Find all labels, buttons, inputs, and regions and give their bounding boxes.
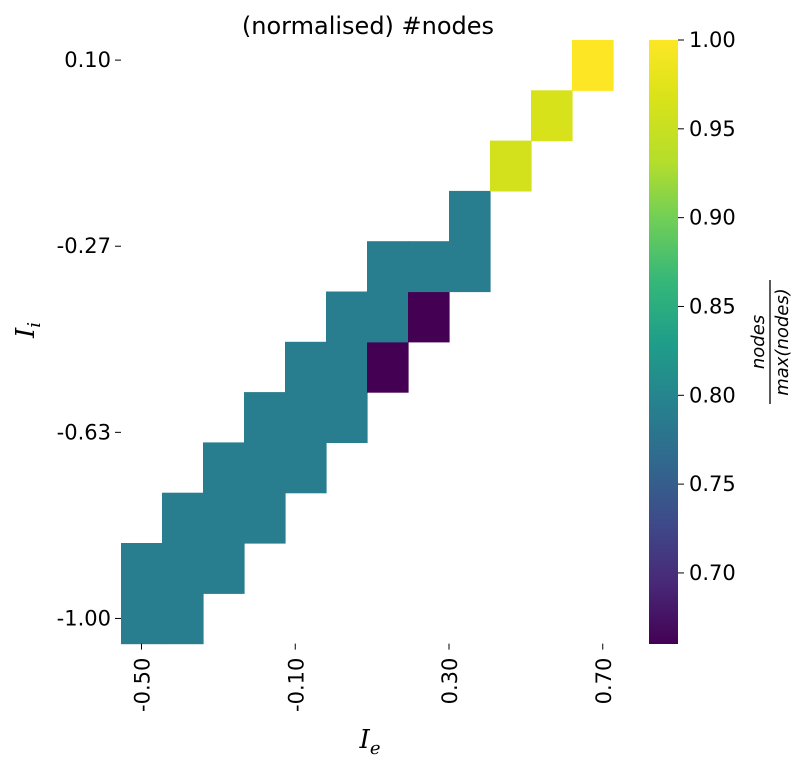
heatmap-cell: [121, 593, 163, 645]
colorbar-ticks: 0.70 0.75 0.80 0.85 0.90 0.95 1.00: [678, 28, 736, 585]
colorbar-tick-label: 0.85: [689, 294, 736, 318]
heatmap-cell: [326, 291, 368, 343]
heatmap-cell: [326, 341, 368, 393]
colorbar-tick-label: 0.90: [689, 206, 736, 230]
heatmap-cell: [244, 442, 286, 494]
heatmap-cell: [203, 492, 245, 544]
heatmap-cell: [572, 40, 614, 91]
x-tick-label: -0.50: [131, 658, 155, 712]
chart-title: (normalised) #nodes: [242, 12, 494, 40]
heatmap-cell: [408, 241, 450, 293]
y-tick-label: -0.63: [57, 420, 111, 444]
y-axis-label: Ii: [11, 322, 45, 339]
y-tick-label: 0.10: [64, 48, 111, 72]
colorbar-label-denominator: max(nodes): [772, 288, 793, 396]
heatmap-cell: [367, 341, 409, 393]
heatmap-cell: [203, 543, 245, 594]
heatmap-cell: [449, 190, 491, 242]
heatmap-cell: [244, 392, 286, 443]
colorbar-label: nodes max(nodes): [748, 280, 793, 404]
colorbar-label-numerator: nodes: [748, 315, 769, 369]
heatmap-cell: [121, 543, 163, 594]
heatmap-cell: [449, 241, 491, 293]
x-tick-label: -0.10: [284, 658, 308, 712]
heatmap-cell: [244, 492, 286, 544]
heatmap-cell: [162, 492, 204, 544]
heatmap-cell: [203, 442, 245, 494]
heatmap-cell: [531, 90, 573, 142]
y-tick-label: -0.27: [57, 234, 111, 258]
heatmap-cell: [326, 392, 368, 443]
heatmap-cell: [285, 341, 327, 393]
heatmap-cell: [367, 291, 409, 343]
x-axis-ticks: -0.50 -0.10 0.30 0.70: [131, 643, 616, 712]
x-tick-label: 0.70: [592, 658, 616, 705]
heatmap-cell: [285, 442, 327, 494]
colorbar-tick-label: 0.70: [689, 561, 736, 585]
heatmap-cell: [162, 593, 204, 645]
x-tick-label: 0.30: [438, 658, 462, 705]
heatmap-cells: [121, 40, 614, 645]
colorbar-tick-label: 1.00: [689, 28, 736, 52]
colorbar: [649, 40, 678, 644]
heatmap-cell: [162, 543, 204, 594]
colorbar-tick-label: 0.75: [689, 472, 736, 496]
y-tick-label: -1.00: [57, 606, 111, 630]
heatmap-cell: [367, 241, 409, 293]
x-axis-label: Ie: [359, 725, 381, 759]
colorbar-tick-label: 0.95: [689, 117, 736, 141]
heatmap-cell: [408, 291, 450, 343]
colorbar-tick-label: 0.80: [689, 383, 736, 407]
y-axis-ticks: 0.10 -0.27 -0.63 -1.00: [57, 48, 121, 630]
heatmap-cell: [285, 392, 327, 443]
heatmap-cell: [490, 140, 532, 192]
